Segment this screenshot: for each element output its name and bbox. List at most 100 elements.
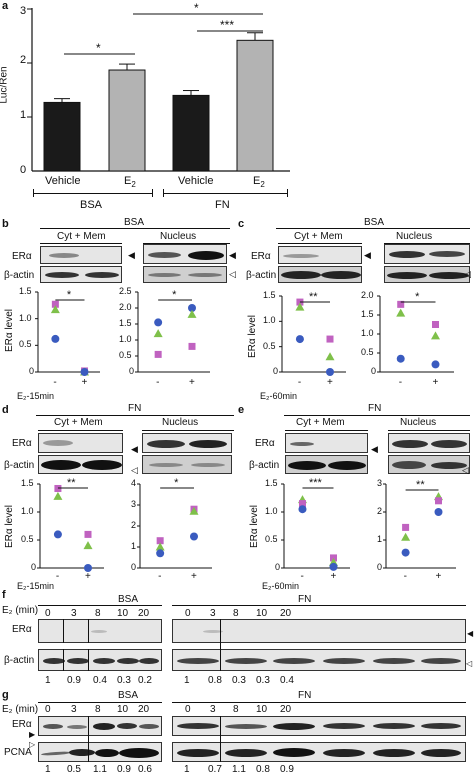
blot-actin-bsa <box>38 649 162 671</box>
splice-line <box>88 649 89 671</box>
point <box>401 532 411 541</box>
point <box>53 530 62 539</box>
header-cyt-mem: Cyt + Mem <box>296 417 345 428</box>
arrow-open: ◁ <box>131 465 138 475</box>
blot-era-nuc <box>384 244 470 264</box>
tick-label: 3 <box>377 478 383 488</box>
panel-c-title: BSA <box>364 217 385 228</box>
ylabel: ERα level <box>4 308 15 352</box>
blot-era-fn <box>172 716 466 736</box>
value: 3 <box>210 608 216 619</box>
plus-sign: + <box>191 571 197 582</box>
header-nucleus: Nucleus <box>400 417 437 428</box>
value: 1.1 <box>93 764 107 775</box>
sig-star: ** <box>308 291 318 303</box>
splice-line <box>63 649 64 671</box>
xlabel: E2 <box>253 175 265 190</box>
actin-label: β-actin <box>246 270 277 281</box>
divider <box>172 702 466 703</box>
tick-label: 2 <box>131 520 137 530</box>
blot-era-nuc <box>142 433 232 453</box>
tick-label: 1.0 <box>265 506 278 516</box>
group-tick <box>163 189 164 197</box>
panel-e-label: e <box>238 404 245 416</box>
ytick: 2 <box>20 54 27 66</box>
splice-line <box>220 716 221 762</box>
minus-sign: - <box>398 377 403 388</box>
fn-label: FN <box>298 594 312 605</box>
era-label: ERα <box>255 438 275 449</box>
blot-era-cyt <box>278 246 362 264</box>
value: 0.9 <box>280 764 294 775</box>
divider <box>38 605 162 606</box>
tick-label: 2.0 <box>119 302 132 312</box>
blot-actin-nuc <box>384 266 470 283</box>
xlabel: Vehicle <box>45 175 81 187</box>
divider <box>278 243 362 244</box>
sig-star: * <box>172 289 177 301</box>
point <box>189 506 199 515</box>
value: 3 <box>210 704 216 715</box>
tick-label: 0.5 <box>119 350 132 360</box>
treatment-label: E₂-15min <box>17 391 55 401</box>
value: 0.8 <box>208 675 222 686</box>
tick-label: 0 <box>31 562 37 572</box>
tick-label: 1.5 <box>19 286 32 296</box>
xlabel: Vehicle <box>178 175 214 187</box>
point <box>80 368 89 376</box>
actin-label: β-actin <box>4 270 35 281</box>
point <box>298 500 306 508</box>
minus-sign: - <box>156 377 160 388</box>
blot-pcna-bsa <box>38 742 162 762</box>
header-nucleus: Nucleus <box>160 231 197 242</box>
divider <box>276 228 470 229</box>
group-line <box>33 193 153 194</box>
value: 0.6 <box>138 764 152 775</box>
divider <box>142 430 234 431</box>
divider <box>284 415 470 416</box>
minus-sign: - <box>297 377 302 388</box>
tick-label: 2.5 <box>119 286 132 296</box>
value: 1 <box>45 764 51 775</box>
sig-star: *** <box>220 18 235 32</box>
treatment-label: E₂-60min <box>262 581 300 591</box>
sig-star: *** <box>308 477 322 489</box>
value: 0.5 <box>67 764 81 775</box>
point <box>431 360 440 369</box>
minus-sign: - <box>403 571 407 582</box>
tick-label: 1.5 <box>361 309 374 319</box>
point <box>298 505 307 514</box>
ytick: 1 <box>20 109 27 121</box>
fn-label: FN <box>298 690 312 701</box>
value: 8 <box>95 704 101 715</box>
value: 3 <box>71 608 77 619</box>
bsa-label: BSA <box>118 594 139 605</box>
divider <box>172 605 466 606</box>
arrow-open: ◁ <box>462 465 469 475</box>
point <box>295 335 304 344</box>
header-cyt-mem: Cyt + Mem <box>54 417 103 428</box>
tick-label: 2.0 <box>361 290 374 300</box>
point <box>325 352 335 361</box>
plus-sign: + <box>85 571 91 582</box>
point <box>396 308 406 317</box>
divider <box>40 228 230 229</box>
point <box>156 549 165 558</box>
era-label: ERα <box>251 251 271 262</box>
blot-era-nuc <box>388 433 470 453</box>
value: 0.9 <box>117 764 131 775</box>
sig-star: * <box>96 41 101 55</box>
plus-sign: + <box>432 377 439 388</box>
value: 0.2 <box>138 675 152 686</box>
value: 1 <box>184 675 190 686</box>
e2min-label: E₂ (min) <box>2 605 39 616</box>
point <box>188 342 196 350</box>
divider <box>38 430 123 431</box>
tick-label: 4 <box>131 478 137 488</box>
panel-b-label: b <box>2 218 9 230</box>
value: 0.4 <box>93 675 107 686</box>
bar-chart <box>27 8 290 172</box>
sig-star: * <box>415 291 420 303</box>
arrow-open: ◁ <box>229 269 236 279</box>
value: 0.9 <box>67 675 81 686</box>
